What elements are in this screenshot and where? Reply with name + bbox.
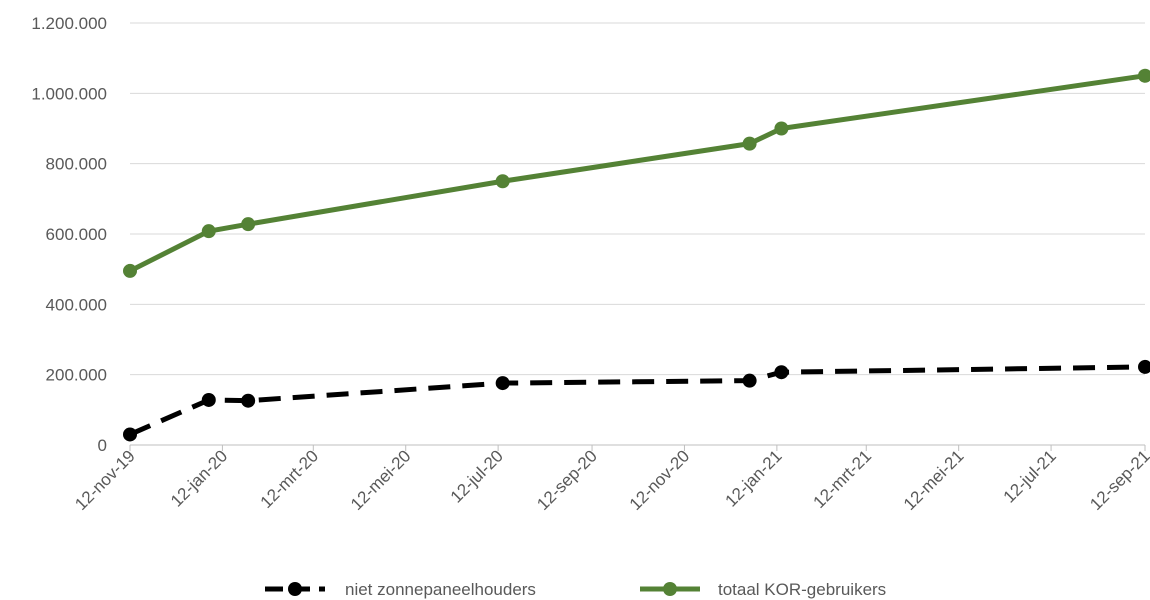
legend-marker [288,582,302,596]
x-tick-label: 12-jan-21 [721,446,785,510]
x-tick-label: 12-mei-20 [347,446,415,514]
y-tick-label: 400.000 [46,295,107,314]
x-axis: 12-nov-19 12-jan-20 12-mrt-20 12-mei-20 12-j… [71,444,1150,514]
data-point [241,217,256,232]
data-point [742,136,757,151]
data-point [774,121,789,136]
x-tick-label: 12-sep-21 [1086,446,1150,514]
data-point [201,224,216,239]
x-tick-label: 12-mrt-21 [810,446,876,512]
legend: niet zonnepaneelhouders totaal KOR-gebrui… [265,580,886,599]
data-point [1138,68,1150,83]
legend-label: totaal KOR-gebruikers [718,580,886,599]
x-tick-label: 12-mei-21 [900,446,968,514]
y-tick-label: 600.000 [46,225,107,244]
data-point [495,174,510,189]
data-point [241,393,256,408]
data-point [123,427,137,442]
data-point [1138,359,1150,374]
data-point [742,373,757,388]
x-tick-label: 12-jul-20 [447,446,507,506]
x-tick-label: 12-jul-21 [1000,446,1060,506]
y-tick-label: 200.000 [46,366,107,385]
legend-marker [663,582,677,596]
gridlines [130,22,1145,376]
x-tick-label: 12-nov-20 [626,446,694,514]
y-axis: 0 200.000 400.000 600.000 800.000 1.000.000 1.… [31,14,107,455]
y-tick-label: 0 [98,436,107,455]
data-point [201,392,216,407]
series-line-1 [128,364,1146,437]
legend-label: niet zonnepaneelhouders [345,580,536,599]
data-point [774,365,789,380]
x-tick-label: 12-mrt-20 [257,446,323,512]
series-line-2 [128,73,1146,274]
y-tick-label: 1.200.000 [31,14,107,33]
y-tick-label: 800.000 [46,155,107,174]
x-tick-label: 12-sep-20 [533,446,601,514]
x-tick-label: 12-nov-19 [71,446,139,514]
y-tick-label: 1.000.000 [31,84,107,103]
series-layer [123,68,1150,442]
data-point [495,376,510,391]
data-point [123,263,137,278]
x-tick-label: 12-jan-20 [167,446,231,510]
